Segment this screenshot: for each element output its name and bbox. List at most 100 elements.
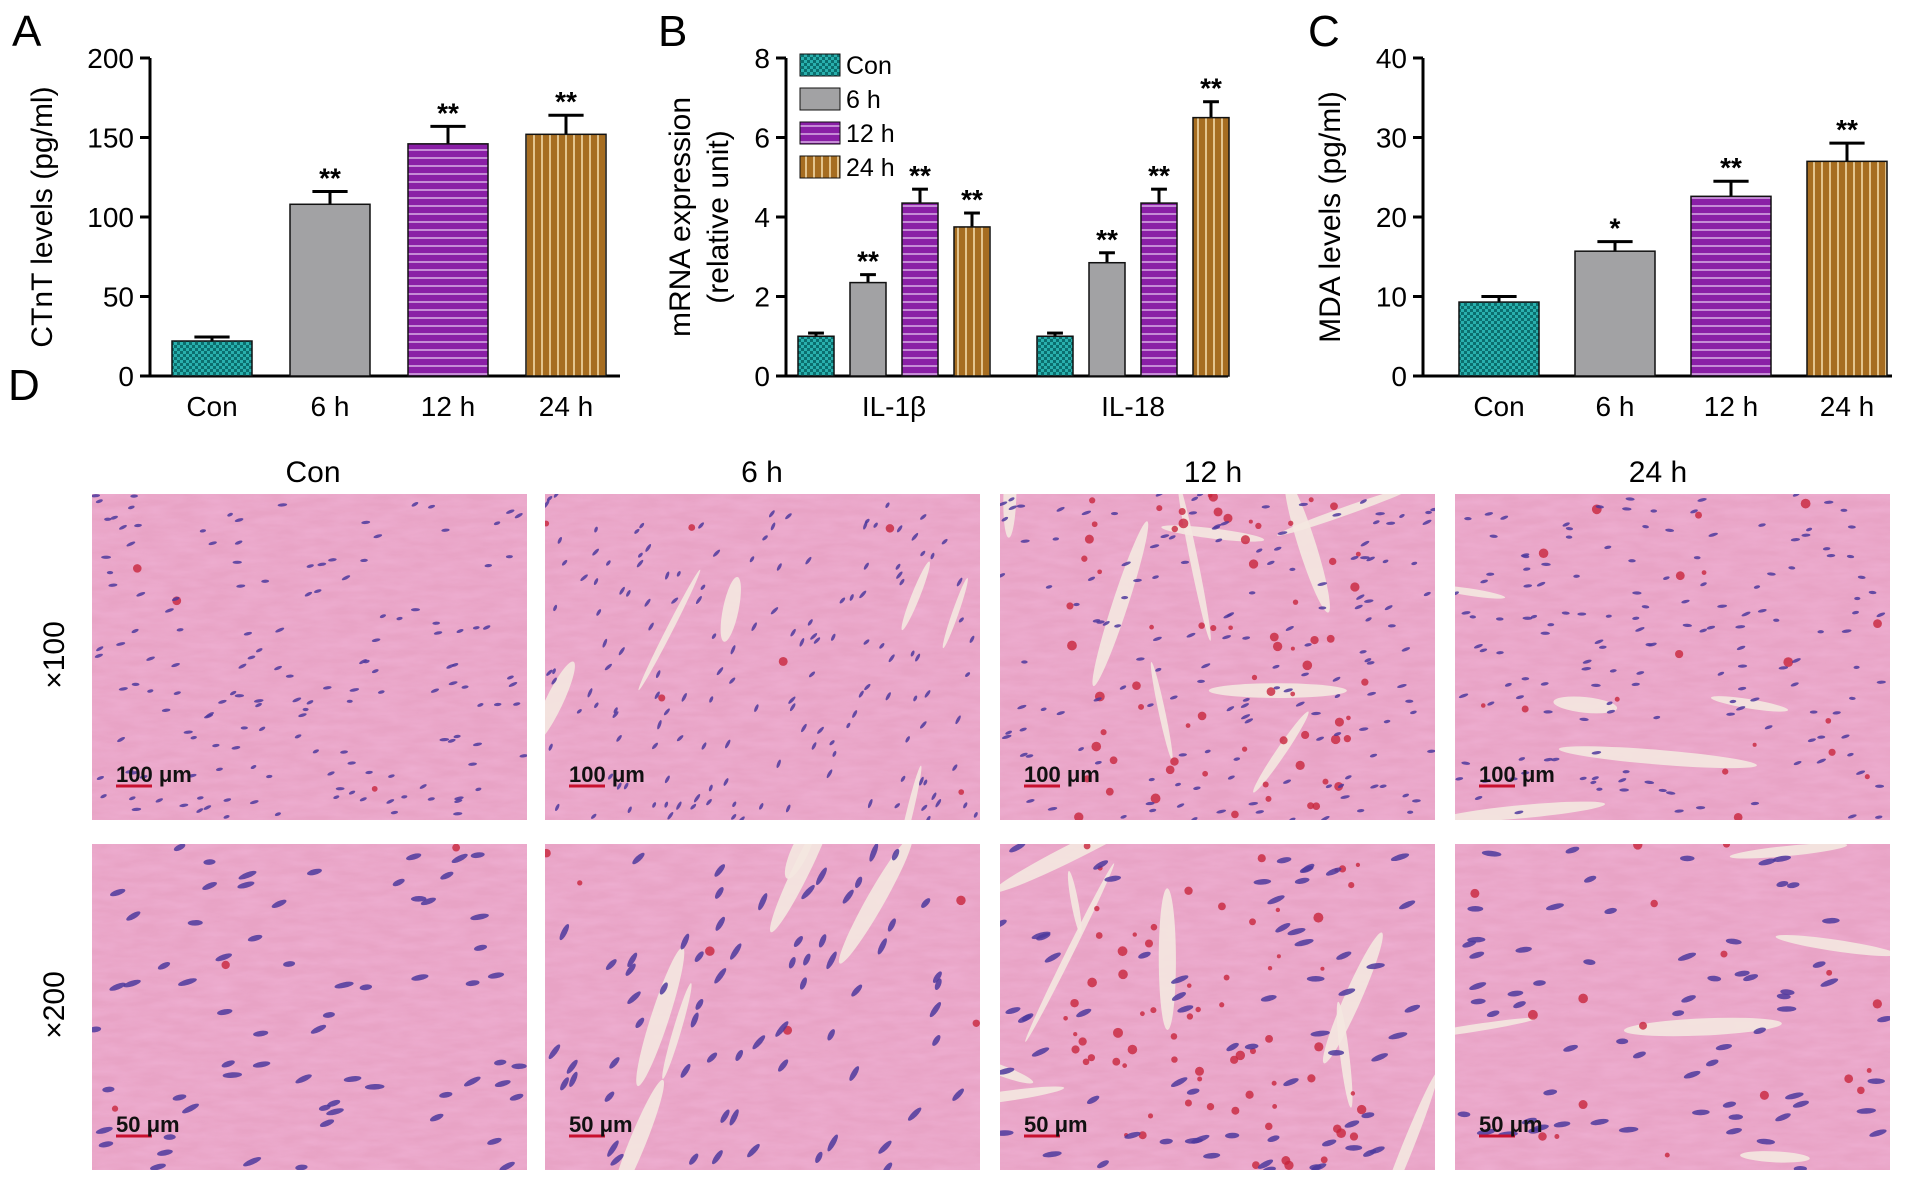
erythrocyte xyxy=(1248,559,1259,569)
cell-nucleus xyxy=(858,690,864,698)
cell-nucleus xyxy=(1591,751,1602,755)
erythrocyte xyxy=(1272,641,1283,652)
cell-nucleus xyxy=(548,743,553,751)
erythrocyte xyxy=(1117,946,1128,957)
cell-nucleus xyxy=(1359,650,1367,654)
cell-nucleus xyxy=(639,522,645,529)
bar-b-0-0 xyxy=(797,335,835,377)
y-tick-label-c: 0 xyxy=(1391,361,1407,392)
legend-label: 6 h xyxy=(846,86,881,114)
cell-nucleus xyxy=(470,913,489,921)
interstitial-gap xyxy=(1284,494,1330,613)
cell-nucleus xyxy=(729,677,736,684)
cell-nucleus xyxy=(714,886,724,899)
cell-nucleus xyxy=(221,1060,235,1068)
cell-nucleus xyxy=(1644,780,1655,785)
cell-nucleus xyxy=(1295,701,1305,707)
cell-nucleus xyxy=(411,974,429,981)
cell-nucleus xyxy=(644,598,651,607)
cell-nucleus xyxy=(1001,516,1009,522)
erythrocyte xyxy=(1329,557,1337,566)
y-tick-label-b: 8 xyxy=(754,43,770,74)
cell-nucleus xyxy=(1097,1160,1109,1169)
cell-nucleus xyxy=(1289,817,1296,820)
cell-nucleus xyxy=(1553,1121,1571,1128)
cell-nucleus xyxy=(1201,663,1211,669)
cell-nucleus xyxy=(304,591,313,597)
cell-nucleus xyxy=(667,811,674,820)
cell-nucleus xyxy=(919,721,927,729)
bar-c-2 xyxy=(1690,195,1772,377)
cell-nucleus xyxy=(347,761,356,765)
cell-nucleus xyxy=(1481,850,1502,857)
cell-nucleus xyxy=(1423,591,1431,597)
cell-nucleus xyxy=(799,977,807,990)
cell-nucleus xyxy=(775,1021,789,1037)
cell-nucleus xyxy=(555,803,560,812)
cell-nucleus xyxy=(859,590,867,599)
cell-nucleus xyxy=(341,575,351,581)
cell-nucleus xyxy=(1793,1166,1807,1170)
y-axis-title-b-line2: (relative unit) xyxy=(702,130,735,303)
cell-nucleus xyxy=(1121,595,1129,600)
erythrocyte xyxy=(1356,1104,1367,1115)
cell-nucleus xyxy=(101,555,112,559)
erythrocyte xyxy=(1218,902,1226,911)
erythrocyte xyxy=(1223,513,1233,523)
cell-nucleus xyxy=(1178,753,1187,757)
interstitial-gap xyxy=(1336,1001,1353,1108)
cell-nucleus xyxy=(788,956,796,969)
cell-nucleus xyxy=(420,897,436,906)
cell-nucleus xyxy=(1076,1008,1092,1018)
erythrocyte xyxy=(1252,1161,1260,1169)
cell-nucleus xyxy=(1294,877,1310,884)
cell-nucleus xyxy=(1632,1051,1646,1059)
significance-marker-b-2-1: ** xyxy=(1148,160,1170,191)
cell-nucleus xyxy=(1366,556,1375,562)
cell-nucleus xyxy=(1606,701,1613,706)
cell-nucleus xyxy=(863,639,870,645)
cell-nucleus xyxy=(215,953,232,962)
cell-nucleus xyxy=(161,708,171,712)
cell-nucleus xyxy=(801,723,807,733)
cell-nucleus xyxy=(1817,735,1826,739)
cell-nucleus xyxy=(1628,559,1636,563)
erythrocyte xyxy=(1149,624,1154,630)
cell-nucleus xyxy=(472,626,480,630)
cell-nucleus xyxy=(204,714,214,719)
cell-nucleus xyxy=(1244,718,1254,724)
cell-nucleus xyxy=(1665,791,1676,795)
cell-nucleus xyxy=(1009,844,1026,853)
cell-nucleus xyxy=(1087,576,1096,581)
cell-nucleus xyxy=(1458,693,1469,699)
erythrocyte xyxy=(1578,1100,1588,1110)
cell-nucleus xyxy=(1370,784,1379,789)
cell-nucleus xyxy=(1149,808,1157,813)
erythrocyte xyxy=(1113,1027,1123,1038)
panel-letter-c: C xyxy=(1308,7,1340,56)
cell-nucleus xyxy=(1725,938,1742,945)
cell-nucleus xyxy=(155,798,164,803)
cell-nucleus xyxy=(1474,796,1483,800)
cell-nucleus xyxy=(805,556,812,565)
cell-nucleus xyxy=(203,859,216,865)
y-tick-label-c: 30 xyxy=(1376,123,1407,154)
cell-nucleus xyxy=(1316,736,1325,741)
cell-nucleus xyxy=(1605,614,1612,618)
cell-nucleus xyxy=(888,654,895,663)
erythrocyte xyxy=(1722,768,1729,775)
cell-nucleus xyxy=(95,1126,113,1134)
cell-nucleus xyxy=(610,1153,624,1166)
cell-nucleus xyxy=(1455,777,1464,781)
cell-nucleus xyxy=(1776,993,1791,1000)
cell-nucleus xyxy=(712,549,721,557)
cell-nucleus xyxy=(593,578,599,586)
cell-nucleus xyxy=(1581,667,1592,671)
y-axis-title-a: CTnT levels (pg/ml) xyxy=(26,86,59,347)
erythrocyte xyxy=(1184,886,1193,895)
cell-nucleus xyxy=(346,699,353,703)
cell-nucleus xyxy=(411,502,419,507)
cell-nucleus xyxy=(1147,703,1154,707)
cell-nucleus xyxy=(1318,606,1327,610)
